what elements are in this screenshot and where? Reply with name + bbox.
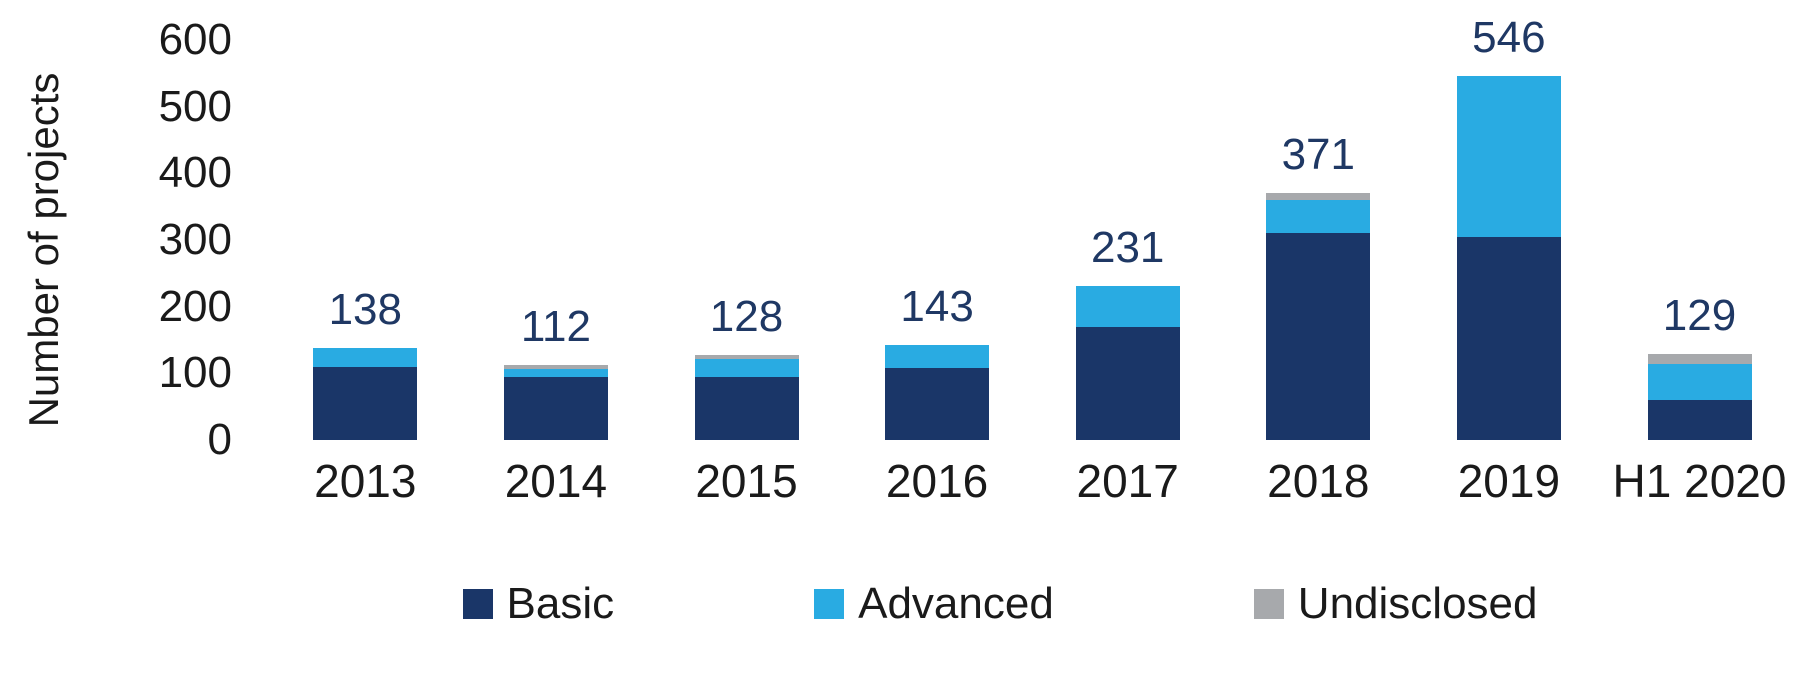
bar-2016 [885,344,990,440]
legend-label-advanced: Advanced [858,579,1054,628]
bar-total-label: 112 [520,302,591,352]
bar-2018 [1266,192,1371,440]
x-axis-label: 2014 [504,455,608,507]
legend-swatch-basic [462,589,493,619]
y-tick-label: 100 [158,348,232,398]
bar-segment-basic [1266,233,1371,440]
x-axis-label: 2017 [1076,455,1179,507]
bar-total-label: 143 [900,281,974,331]
bar-segment-basic [1647,400,1752,440]
bar-segment-basic [503,376,608,440]
legend-swatch-advanced [814,589,845,619]
bar-segment-advanced [1647,364,1752,400]
x-axis-label: 2013 [314,455,417,507]
y-tick-label: 200 [158,281,232,331]
bar-segment-undisclosed [1266,192,1371,200]
bar-segment-basic [1456,236,1561,440]
bar-total-label: 371 [1281,129,1355,179]
y-tick-label: 600 [158,15,232,64]
bar-segment-basic [885,367,990,440]
legend-label-basic: Basic [506,579,615,628]
bar-segment-basic [694,376,799,440]
x-axis-label: 2018 [1267,455,1370,507]
legend-swatch-undisclosed [1253,589,1284,619]
legend-label-undisclosed: Undisclosed [1297,579,1538,628]
bar-h1-2020 [1647,354,1752,440]
bar-segment-undisclosed [503,365,608,369]
bar-total-label: 128 [709,291,784,341]
bar-segment-advanced [1266,199,1371,234]
bar-segment-advanced [1456,76,1561,237]
x-axis-label: 2019 [1457,455,1561,507]
y-tick-label: 400 [158,148,232,198]
legend-item-undisclosed: Undisclosed [1253,579,1538,629]
legend-item-advanced: Advanced [814,579,1054,629]
bar-segment-advanced [694,358,799,377]
bar-2013 [313,348,418,440]
x-axis-label: 2015 [695,455,798,507]
bar-2014 [503,365,608,440]
bar-total-label: 546 [1472,13,1546,62]
y-tick-label: 300 [158,215,232,264]
bar-segment-advanced [885,344,990,368]
bar-segment-undisclosed [694,354,799,359]
bar-segment-basic [1075,326,1180,440]
x-axis-label: H1 2020 [1612,455,1787,507]
legend: Basic Advanced Undisclosed [200,576,1800,632]
bar-total-label: 129 [1662,291,1737,340]
bar-2015 [694,354,799,440]
bar-total-label: 231 [1090,223,1165,272]
bar-segment-undisclosed [1647,354,1752,364]
y-tick-label: 500 [158,81,232,131]
x-axis-label: 2016 [885,455,989,507]
y-tick-label: 0 [207,415,232,464]
bar-total-label: 138 [328,285,402,334]
bar-segment-advanced [503,368,608,377]
bar-2019 [1456,76,1561,440]
legend-item-basic: Basic [462,579,615,629]
bar-segment-advanced [1075,286,1180,327]
bar-2017 [1075,286,1180,440]
bar-segment-advanced [313,348,418,367]
bar-segment-basic [313,366,418,440]
